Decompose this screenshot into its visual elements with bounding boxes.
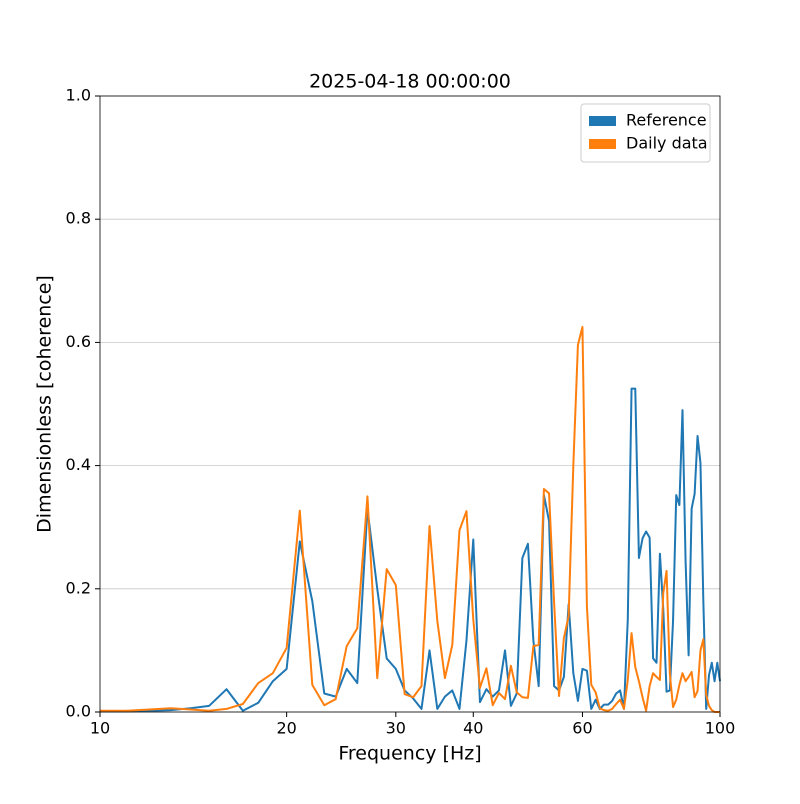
y-tick-label: 1.0 xyxy=(66,86,91,105)
x-tick-label: 10 xyxy=(90,719,110,738)
plot-frame xyxy=(99,95,721,713)
x-tick-label: 20 xyxy=(276,719,296,738)
y-tick-label: 0.0 xyxy=(66,702,91,721)
chart-title: 2025-04-18 00:00:00 xyxy=(309,71,511,93)
x-tick-label: 40 xyxy=(463,719,483,738)
legend-swatch xyxy=(589,116,616,126)
y-tick-label: 0.8 xyxy=(66,209,91,228)
x-tick-label: 60 xyxy=(572,719,592,738)
y-tick-label: 0.2 xyxy=(66,578,91,597)
legend-label: Reference xyxy=(626,111,707,130)
x-axis-label: Frequency [Hz] xyxy=(338,743,481,765)
series-line xyxy=(100,326,720,713)
legend-label: Daily data xyxy=(626,134,708,153)
y-tick-label: 0.6 xyxy=(66,332,91,351)
x-tick-label: 30 xyxy=(386,719,406,738)
y-tick-label: 0.4 xyxy=(66,455,91,474)
y-axis-label: Dimensionless [coherence] xyxy=(34,275,56,533)
x-tick-label: 100 xyxy=(705,719,736,738)
legend-swatch xyxy=(589,139,616,149)
